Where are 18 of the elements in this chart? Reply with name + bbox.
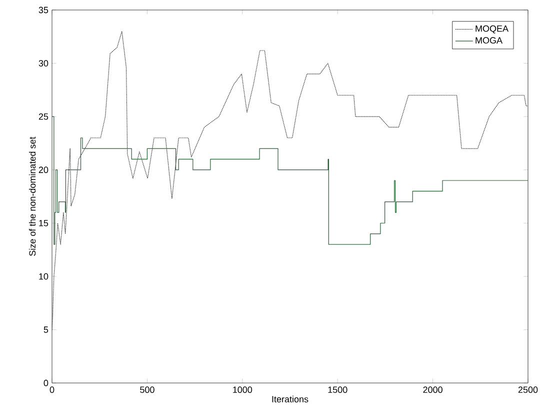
y-tick-label: 20 xyxy=(38,166,48,174)
x-tick-label: 500 xyxy=(140,386,154,393)
y-tick-label: 35 xyxy=(38,6,48,14)
x-tick-label: 2000 xyxy=(423,386,442,393)
y-tick-label: 0 xyxy=(44,380,48,386)
x-tick-label: 0 xyxy=(50,386,54,393)
y-tick-label: 5 xyxy=(44,326,48,333)
x-tick-label: 1000 xyxy=(233,386,252,393)
x-tick-label: 2500 xyxy=(518,386,538,393)
x-tick-label: 1500 xyxy=(328,386,348,393)
x-axis-title: Iterations xyxy=(272,396,308,402)
y-tick-label: 25 xyxy=(38,113,48,120)
y-tick-label: 10 xyxy=(39,273,48,280)
y-tick-label: 30 xyxy=(38,60,48,66)
y-axis-title: Size of the non-dominated set xyxy=(28,136,36,256)
y-tick-label: 15 xyxy=(39,220,48,226)
legend-label: MOGA xyxy=(476,37,502,44)
legend-label: MOQEA xyxy=(476,25,509,34)
